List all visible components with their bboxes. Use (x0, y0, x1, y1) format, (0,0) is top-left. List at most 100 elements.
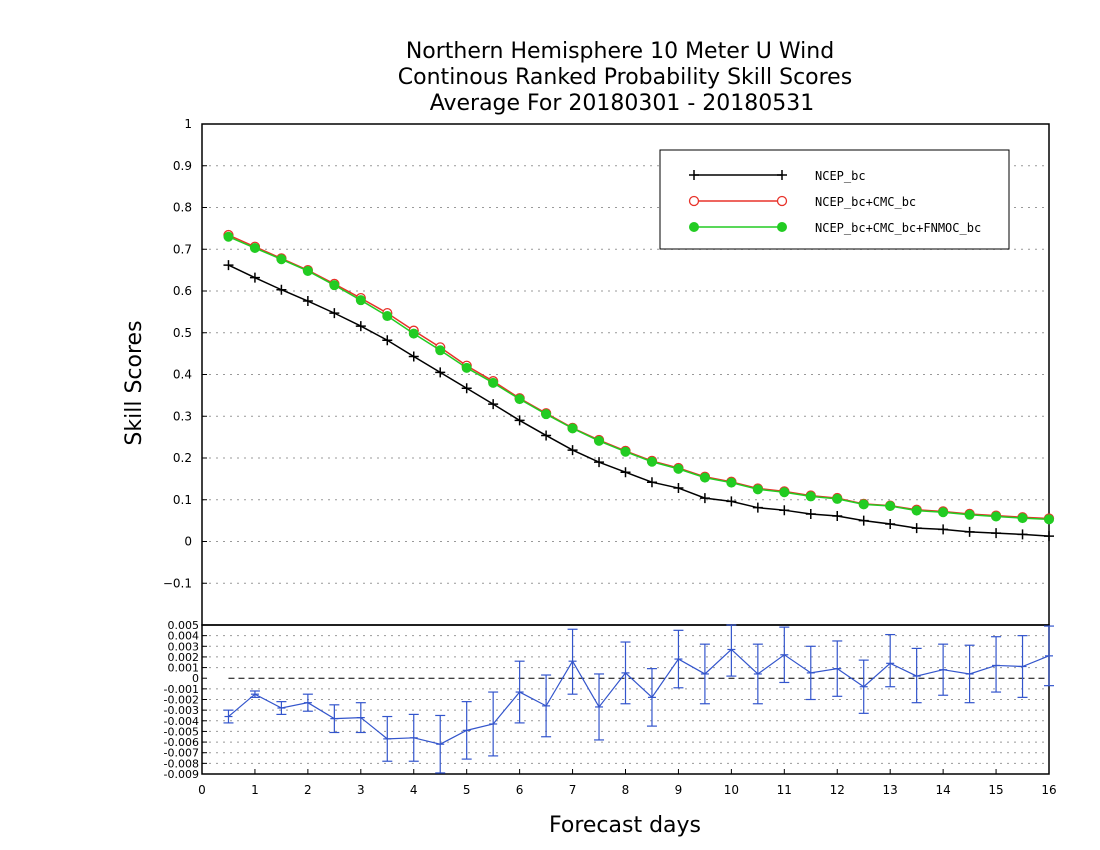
ncep-bc-cmc-fnmoc-point (461, 362, 472, 373)
top-ytick-label: 0.2 (173, 451, 192, 465)
ncep-bc-point (991, 528, 1002, 539)
ncep-bc-cmc-fnmoc-point (620, 446, 631, 457)
ncep-bc-cmc-fnmoc-point (329, 280, 340, 291)
ncep-bc-cmc-fnmoc-point (911, 505, 922, 516)
ncep-bc-point (594, 457, 605, 468)
ncep-bc-cmc-fnmoc-point (726, 477, 737, 488)
bottom-ytick-label: 0 (192, 672, 199, 685)
top-ytick-label: 0.9 (173, 159, 192, 173)
bottom-ytick-label: -0.004 (164, 715, 199, 728)
x-axis-label: Forecast days (549, 813, 701, 838)
bottom-ytick-label: -0.007 (164, 747, 199, 760)
top-ytick-label: 0.1 (173, 493, 192, 507)
difference-panel: 0.0050.0040.0030.0020.0010-0.001-0.002-0… (164, 619, 1054, 781)
top-panel: 1 0.9 0.8 0.7 0.6 0.5 0.4 0.3 0.2 0.1 0 −0.1 (163, 117, 1055, 626)
bottom-ytick-label: -0.003 (164, 704, 199, 717)
legend: NCEP_bc NCEP_bc+CMC_bc NCEP_bc+CMC_bc+FNMO… (659, 149, 1010, 250)
ncep-bc-point (885, 518, 896, 529)
ncep-bc-cmc-fnmoc-point (752, 484, 763, 495)
ncep-bc-cmc-fnmoc-point (567, 423, 578, 434)
bottom-ytick-label: -0.006 (164, 736, 199, 749)
ncep-bc-point (911, 523, 922, 534)
xtick-label: 16 (1041, 783, 1056, 797)
difference-line (228, 648, 1050, 745)
ncep-bc-cmc-fnmoc-point (779, 487, 790, 498)
ncep-bc-point (832, 511, 843, 522)
ncep-bc-cmc-fnmoc-point (1017, 513, 1028, 524)
ncep-bc-point (779, 505, 790, 516)
xtick-label: 7 (569, 783, 577, 797)
ncep-bc-point (408, 351, 419, 362)
bottom-ytick-label: 0.005 (168, 619, 200, 632)
ncep-bc-point (1044, 531, 1054, 542)
xtick-label: 12 (830, 783, 845, 797)
legend-marker-ncep-bc-cmc (776, 195, 788, 207)
x-axis: 0 1 2 3 4 5 6 7 8 9 10 11 12 13 14 15 16 (198, 769, 1057, 797)
legend-marker-ncep-bc-cmc-fnmoc (689, 222, 699, 232)
bottom-ytick-label: 0.002 (168, 651, 200, 664)
bottom-ytick-label: -0.008 (164, 757, 199, 770)
bottom-ytick-label: -0.009 (164, 768, 199, 781)
bottom-ytick-label: -0.005 (164, 725, 199, 738)
ncep-bc-point (858, 515, 869, 526)
legend-marker-ncep-bc-cmc-fnmoc (777, 222, 787, 232)
bottom-ytick-label: -0.001 (164, 683, 199, 696)
top-ytick-label: 0.8 (173, 201, 192, 215)
legend-label-ncep-bc-cmc-fnmoc: NCEP_bc+CMC_bc+FNMOC_bc (815, 221, 981, 235)
top-ytick-label: 0.4 (173, 368, 192, 382)
xtick-label: 4 (410, 783, 418, 797)
legend-box (659, 149, 1010, 250)
top-ytick-label: 0.5 (173, 326, 192, 340)
xtick-label: 3 (357, 783, 365, 797)
ncep-bc-cmc-fnmoc-point (832, 493, 843, 504)
top-ytick-label: 0.7 (173, 242, 192, 256)
xtick-label: 14 (935, 783, 950, 797)
top-ytick-label: −0.1 (163, 576, 192, 590)
xtick-label: 15 (988, 783, 1003, 797)
ncep-bc-point (752, 502, 763, 513)
ncep-bc-point (302, 296, 313, 307)
bottom-ytick-label: 0.001 (168, 662, 200, 675)
ncep-bc-cmc-fnmoc-point (1044, 514, 1054, 525)
chart-title-line1: Northern Hemisphere 10 Meter U Wind (406, 39, 834, 64)
legend-label-ncep-bc-cmc: NCEP_bc+CMC_bc (815, 195, 916, 209)
ncep-bc-cmc-fnmoc-point (355, 295, 366, 306)
ncep-bc-point (567, 445, 578, 456)
ncep-bc-cmc-fnmoc-point (435, 345, 446, 356)
bottom-ytick-label: -0.002 (164, 694, 199, 707)
ncep-bc-point (620, 467, 631, 478)
ncep-bc-cmc-fnmoc-point (488, 377, 499, 388)
ncep-bc-cmc-fnmoc-point (249, 242, 260, 253)
ncep-bc-cmc-fnmoc-point (276, 254, 287, 265)
ncep-bc-cmc-fnmoc-point (991, 511, 1002, 522)
ncep-bc-cmc-fnmoc-point (964, 509, 975, 520)
chart-title-line3: Average For 20180301 - 20180531 (430, 91, 815, 116)
chart-title-line2: Continous Ranked Probability Skill Score… (398, 65, 852, 90)
ncep-bc-point (673, 483, 684, 494)
ncep-bc-cmc-fnmoc-point (938, 507, 949, 518)
ncep-bc-cmc-fnmoc-point (382, 311, 393, 322)
xtick-label: 13 (883, 783, 898, 797)
ncep-bc-point (488, 399, 499, 410)
ncep-bc-cmc-fnmoc-point (302, 265, 313, 276)
ncep-bc-point (514, 415, 525, 426)
ncep-bc-cmc-line (228, 234, 1050, 520)
ncep-bc-line (228, 264, 1050, 537)
ncep-bc-cmc-fnmoc-point (673, 463, 684, 474)
ncep-bc-cmc-fnmoc-point (594, 435, 605, 446)
ncep-bc-cmc-fnmoc-point (408, 328, 419, 339)
bottom-ytick-label: 0.003 (168, 640, 200, 653)
top-ytick-label: 0.3 (173, 409, 192, 423)
ncep-bc-point (964, 526, 975, 537)
xtick-label: 5 (463, 783, 471, 797)
ncep-bc-cmc-fnmoc-point (858, 499, 869, 510)
ncep-bc-point (329, 308, 340, 319)
ncep-bc-point (805, 508, 816, 519)
ncep-bc-point (276, 284, 287, 295)
legend-marker-ncep-bc (689, 170, 699, 180)
ncep-bc-point (382, 335, 393, 346)
legend-marker-ncep-bc-cmc (688, 195, 700, 207)
xtick-label: 2 (304, 783, 312, 797)
ncep-bc-cmc-fnmoc-point (514, 394, 525, 405)
